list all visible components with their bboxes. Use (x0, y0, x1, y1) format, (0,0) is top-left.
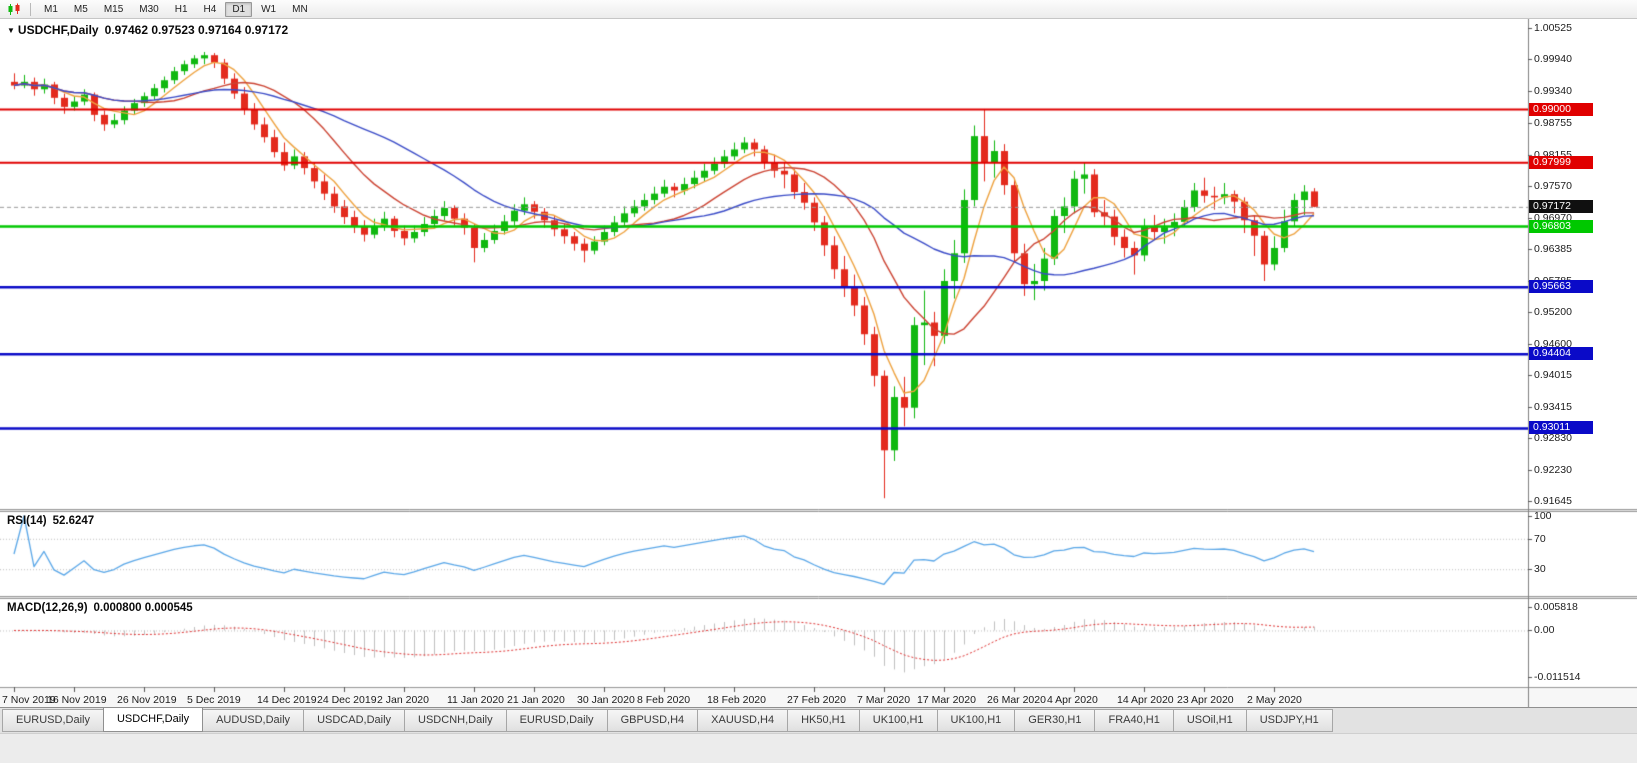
macd-axis-label: 0.00 (1534, 624, 1555, 637)
date-axis-label: 7 Mar 2020 (857, 694, 911, 706)
chart-tab-usdchf-daily[interactable]: USDCHF,Daily (102, 707, 204, 732)
date-axis-label: 2 May 2020 (1247, 694, 1302, 706)
macd-indicator-title: MACD(12,26,9) 0.000800 0.000545 (7, 602, 193, 614)
chart-tab-xauusd-h4[interactable]: XAUUSD,H4 (697, 709, 789, 732)
chart-tab-gbpusd-h4[interactable]: GBPUSD,H4 (606, 709, 699, 732)
price-level-tag-0.96803[interactable]: 0.96803 (1529, 219, 1593, 233)
price-axis-label: 0.97570 (1534, 179, 1572, 192)
timeframe-button-d1[interactable]: D1 (225, 1, 253, 17)
chart-tab-usdcad-daily[interactable]: USDCAD,Daily (303, 709, 406, 732)
price-level-tag-0.95663[interactable]: 0.95663 (1529, 280, 1593, 294)
date-axis-label: 5 Dec 2019 (187, 694, 241, 706)
chart-tab-ger30-h1[interactable]: GER30,H1 (1014, 709, 1096, 732)
date-axis-label: 14 Apr 2020 (1117, 694, 1174, 706)
date-axis-label: 21 Jan 2020 (507, 694, 565, 706)
date-axis-label: 4 Apr 2020 (1047, 694, 1098, 706)
macd-name: MACD(12,26,9) (7, 602, 88, 614)
timeframe-button-h1[interactable]: H1 (168, 2, 195, 17)
price-level-tag-0.94404[interactable]: 0.94404 (1529, 347, 1593, 361)
price-level-tag-0.99000[interactable]: 0.99000 (1529, 102, 1593, 116)
ohlc-values: 0.97462 0.97523 0.97164 0.97172 (104, 23, 289, 37)
date-axis-label: 24 Dec 2019 (317, 694, 377, 706)
price-level-tag-0.97999[interactable]: 0.97999 (1529, 155, 1593, 169)
rsi-name: RSI(14) (7, 515, 47, 527)
chart-tab-eurusd-daily[interactable]: EURUSD,Daily (505, 709, 608, 732)
price-axis-label: 0.99340 (1534, 85, 1572, 98)
timeframe-button-h4[interactable]: H4 (197, 2, 224, 17)
timeframe-button-w1[interactable]: W1 (254, 2, 283, 17)
price-axis-label: 0.94015 (1534, 368, 1572, 381)
chart-tab-uk100-h1[interactable]: UK100,H1 (936, 709, 1016, 732)
date-axis-label: 11 Jan 2020 (447, 694, 505, 706)
date-axis-label: 26 Nov 2019 (117, 694, 177, 706)
price-axis-label: 0.93415 (1534, 400, 1572, 413)
toolbar-separator (30, 2, 31, 16)
price-axis-label: 0.91645 (1534, 495, 1572, 508)
symbol-timeframe-label: USDCHF,Daily (17, 23, 99, 37)
status-strip (0, 733, 1637, 763)
rsi-value: 52.6247 (52, 515, 95, 527)
timeframes-toolbar: M1 M5 M15 M30 H1 H4 D1 W1 MN (0, 0, 1637, 19)
rsi-axis-label: 30 (1534, 563, 1546, 576)
price-axis-label: 0.92230 (1534, 464, 1572, 476)
chart-tab-uk100-h1[interactable]: UK100,H1 (858, 709, 938, 732)
chart-tab-fra40-h1[interactable]: FRA40,H1 (1094, 709, 1174, 732)
date-axis-label: 7 Nov 2019 (2, 694, 56, 706)
chart-tab-usdcnh-daily[interactable]: USDCNH,Daily (404, 709, 507, 732)
chart-tab-eurusd-daily[interactable]: EURUSD,Daily (2, 709, 104, 732)
date-axis-label: 16 Nov 2019 (47, 694, 107, 706)
price-axis-label: 0.92830 (1534, 432, 1572, 445)
rsi-indicator-title: RSI(14) 52.6247 (7, 515, 94, 527)
price-axis-label: 0.95200 (1534, 305, 1572, 318)
macd-values: 0.000800 0.000545 (93, 602, 193, 614)
price-level-tag-0.93011[interactable]: 0.93011 (1529, 421, 1593, 435)
rsi-axis-label: 70 (1534, 532, 1546, 545)
current-price-tag[interactable]: 0.97172 (1529, 199, 1593, 213)
timeframe-button-m15[interactable]: M15 (97, 2, 130, 17)
date-axis-label: 27 Feb 2020 (787, 694, 846, 706)
date-axis-label: 18 Feb 2020 (707, 694, 766, 706)
chart-tab-hk50-h1[interactable]: HK50,H1 (787, 709, 860, 732)
date-axis-label: 8 Feb 2020 (637, 694, 691, 706)
macd-axis-label: 0.005818 (1534, 600, 1578, 613)
chart-canvas[interactable] (0, 19, 1637, 707)
date-axis-label: 14 Dec 2019 (257, 694, 317, 706)
timeframe-button-m1[interactable]: M1 (37, 2, 65, 17)
date-axis-label: 26 Mar 2020 (987, 694, 1046, 706)
price-axis-label: 0.94600 (1534, 337, 1572, 350)
date-axis-label: 30 Jan 2020 (577, 694, 635, 706)
chart-title: ▼ USDCHF,Daily 0.97462 0.97523 0.97164 0.9… (7, 23, 288, 37)
macd-axis-label: -0.011514 (1534, 670, 1581, 683)
timeframe-button-m5[interactable]: M5 (67, 2, 95, 17)
timeframe-button-mn[interactable]: MN (285, 2, 315, 17)
price-axis-label: 0.99940 (1534, 53, 1572, 66)
rsi-axis-label: 100 (1534, 510, 1552, 522)
chart-tab-usdjpy-h1[interactable]: USDJPY,H1 (1245, 709, 1333, 732)
chart-tab-usoil-h1[interactable]: USOil,H1 (1172, 709, 1247, 732)
date-axis-label: 17 Mar 2020 (917, 694, 976, 706)
timeframe-button-group: M1 M5 M15 M30 H1 H4 D1 W1 MN (36, 1, 316, 17)
collapse-arrow-icon[interactable]: ▼ (7, 26, 15, 35)
price-axis-label: 1.00525 (1534, 22, 1572, 35)
chart-tabs-bar: EURUSD,Daily USDCHF,Daily AUDUSD,Daily USDC… (0, 707, 1637, 733)
candlestick-chart-icon[interactable] (7, 3, 22, 16)
price-axis-label: 0.98755 (1534, 116, 1572, 129)
price-axis-label: 0.96385 (1534, 242, 1572, 255)
date-axis-label: 23 Apr 2020 (1177, 694, 1234, 706)
date-axis-label: 2 Jan 2020 (377, 694, 429, 706)
timeframe-button-m30[interactable]: M30 (132, 2, 165, 17)
chart-tab-audusd-daily[interactable]: AUDUSD,Daily (202, 709, 305, 732)
